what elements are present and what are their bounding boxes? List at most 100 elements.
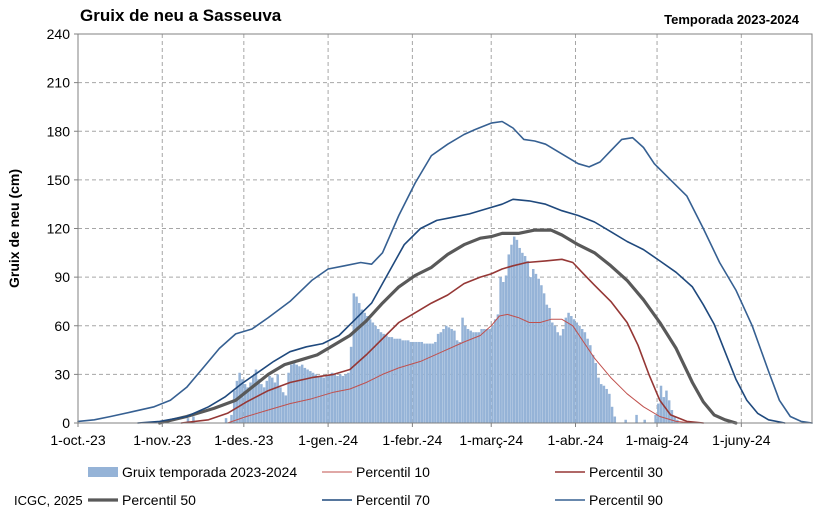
- snow-depth-bar: [578, 325, 581, 423]
- snow-depth-bar: [537, 278, 540, 423]
- snow-depth-bar: [610, 406, 614, 423]
- snow-depth-bar: [559, 335, 562, 423]
- snow-depth-bar: [292, 361, 296, 423]
- snow-depth-bar: [428, 343, 432, 423]
- legend-label-percentil-90: Percentil 90: [589, 492, 663, 508]
- series-line-percentil-70: [137, 198, 786, 424]
- snow-depth-bar: [483, 328, 486, 423]
- snow-depth-bar: [325, 375, 328, 423]
- snow-depth-bar: [635, 414, 638, 423]
- snow-depth-bar: [458, 341, 462, 423]
- snow-depth-bar: [665, 390, 668, 423]
- x-tick-label: 1-nov.-23: [133, 432, 191, 448]
- x-tick-label: 1-maig-24: [626, 432, 689, 448]
- snow-depth-bar: [556, 332, 559, 423]
- snow-depth-bar: [464, 325, 467, 423]
- snow-depth-bar: [257, 379, 260, 423]
- y-tick-label: 240: [47, 26, 71, 42]
- snow-depth-bar: [469, 330, 472, 423]
- snow-depth-bar: [390, 337, 394, 423]
- snow-depth-bar: [192, 416, 195, 423]
- snow-depth-bar: [368, 319, 372, 423]
- x-tick-label: 1-gen.-24: [298, 432, 358, 448]
- legend-label-percentil-30: Percentil 30: [589, 464, 663, 480]
- snow-depth-bar: [488, 328, 491, 423]
- legend-swatch-bars: [88, 467, 118, 477]
- snow-depth-bar: [624, 419, 627, 423]
- snow-depth-bar: [602, 385, 606, 423]
- snow-depth-bar: [594, 363, 598, 423]
- snow-depth-bar: [583, 332, 587, 423]
- snow-depth-bar: [309, 371, 312, 423]
- snow-depth-bar: [521, 252, 524, 423]
- snow-depth-bar: [235, 380, 239, 423]
- snow-depth-bar: [265, 380, 269, 423]
- snow-depth-bar: [605, 388, 608, 423]
- snow-depth-bar: [474, 332, 478, 423]
- snow-depth-bar: [260, 384, 263, 423]
- snow-depth-bar: [406, 340, 410, 423]
- y-tick-label: 90: [54, 269, 70, 285]
- snow-depth-bar: [447, 327, 451, 423]
- percentile-lines: [77, 120, 813, 425]
- snow-depth-bar: [262, 387, 266, 423]
- snow-depth-bar: [510, 244, 513, 423]
- snow-depth-bar: [328, 374, 331, 423]
- snow-depth-bar: [461, 317, 464, 423]
- snow-depth-bar: [548, 307, 551, 423]
- snow-depth-bar: [670, 410, 674, 423]
- y-tick-label: 0: [62, 415, 70, 431]
- snow-depth-bar: [561, 328, 565, 423]
- x-tick-label: 1-març-24: [459, 432, 523, 448]
- snow-depth-bar: [531, 269, 535, 423]
- snow-depth-bar: [268, 375, 271, 423]
- y-tick-label: 120: [47, 221, 71, 237]
- snow-depth-bar: [507, 254, 511, 423]
- snow-depth-bar: [545, 304, 549, 423]
- snow-depth-bar: [450, 328, 453, 423]
- snow-depth-bar: [273, 382, 277, 423]
- y-tick-label: 150: [47, 172, 71, 188]
- snow-depth-bar: [276, 374, 279, 423]
- snow-depth-bar: [540, 285, 543, 423]
- snow-depth-bar: [515, 239, 519, 423]
- snow-depth-bar: [480, 328, 483, 423]
- snow-depth-bar: [387, 337, 391, 423]
- legend-label-percentil-10: Percentil 10: [356, 464, 430, 480]
- x-tick-label: 1-oct.-23: [50, 432, 105, 448]
- snow-depth-bar: [553, 325, 557, 423]
- x-tick-label: 1-febr.-24: [382, 432, 442, 448]
- snow-depth-bar: [322, 377, 326, 423]
- snow-depth-bar: [529, 277, 532, 423]
- snow-depth-bar: [396, 338, 399, 423]
- snow-depth-bar: [415, 341, 418, 423]
- snow-depth-bar: [589, 345, 592, 423]
- snow-depth-bar: [491, 325, 494, 423]
- snow-depth-bar: [608, 393, 611, 423]
- snow-depth-bar: [385, 335, 388, 423]
- snow-depth-bar: [271, 377, 274, 423]
- snow-depth-bar: [493, 319, 497, 423]
- legend-label-percentil-50: Percentil 50: [122, 492, 196, 508]
- snow-depth-bar: [404, 340, 407, 423]
- chart-title: Gruix de neu a Sasseuva: [80, 6, 282, 25]
- snow-depth-bar: [314, 374, 318, 423]
- snow-depth-bar: [344, 374, 347, 423]
- snow-depth-bar: [379, 332, 383, 423]
- snow-depth-bar: [287, 372, 290, 423]
- series-line-percentil-50: [158, 228, 738, 425]
- y-tick-label: 210: [47, 75, 71, 91]
- snow-depth-bar: [319, 375, 323, 423]
- bar-series: [186, 236, 679, 423]
- snow-depth-bar: [352, 293, 356, 423]
- snow-depth-bar: [575, 322, 578, 423]
- snow-depth-bar: [512, 236, 516, 423]
- y-tick-label: 30: [54, 366, 70, 382]
- snow-depth-bar: [434, 341, 437, 423]
- snow-depth-bar: [371, 322, 375, 423]
- snow-depth-bar: [317, 375, 320, 423]
- snow-depth-bar: [504, 275, 508, 423]
- snow-depth-bar: [401, 340, 405, 423]
- snow-depth-bar: [303, 367, 307, 423]
